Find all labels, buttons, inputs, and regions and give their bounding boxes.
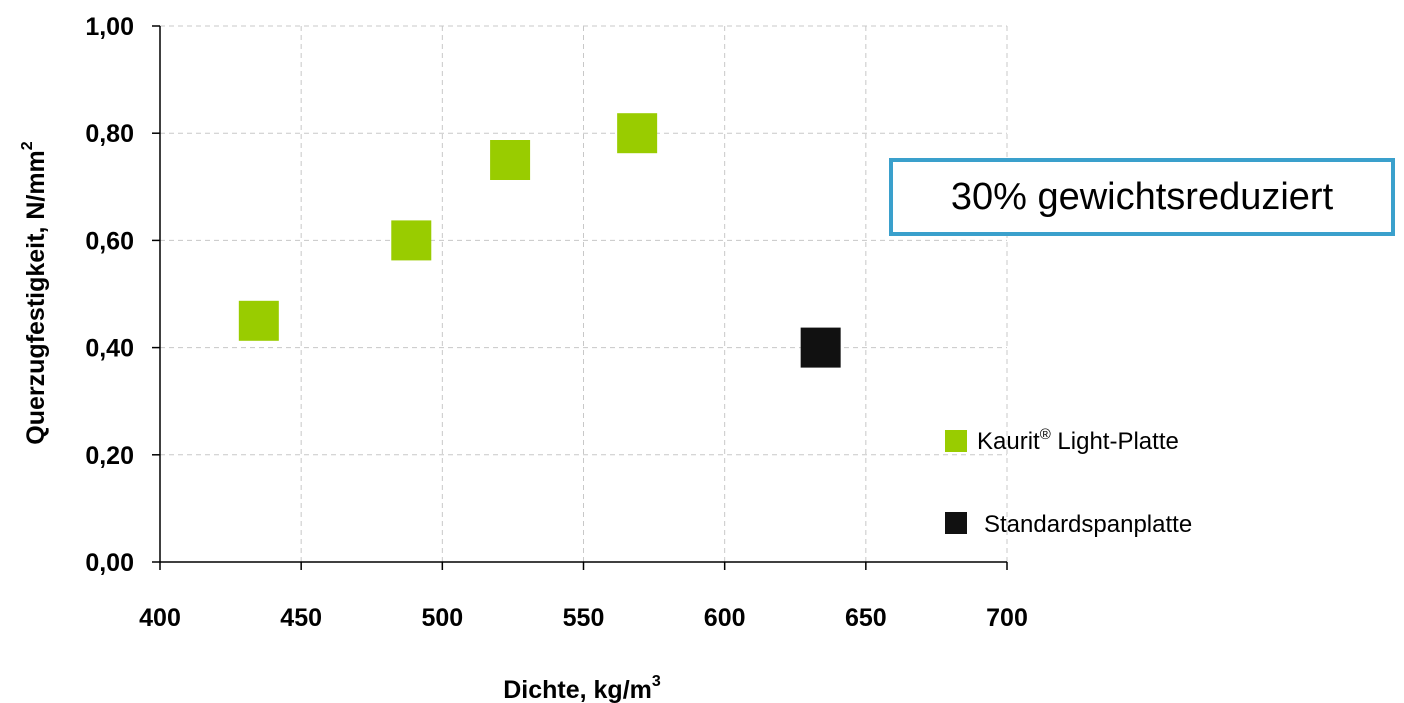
- x-tick-label: 600: [704, 604, 746, 632]
- x-tick-label: 650: [845, 604, 887, 632]
- data-point-kaurit: [238, 300, 279, 341]
- legend-kaurit-name: Kaurit: [977, 428, 1040, 455]
- x-axis-title-text: Dichte, kg/m: [503, 676, 652, 703]
- y-tick-label: 0,00: [85, 549, 134, 577]
- x-axis-title: Dichte, kg/m3: [503, 673, 661, 703]
- data-points: [238, 113, 841, 368]
- axes: [152, 25, 1008, 570]
- y-axis-title-superscript: 2: [19, 141, 36, 150]
- data-point-kaurit: [391, 220, 432, 261]
- x-tick-label: 400: [139, 604, 181, 632]
- y-tick-label: 0,60: [85, 227, 134, 255]
- grid-lines: [160, 25, 1008, 562]
- x-axis-title-superscript: 3: [652, 673, 661, 690]
- data-point-kaurit: [490, 140, 531, 180]
- x-tick-label: 450: [280, 604, 322, 632]
- x-tick-label: 500: [421, 604, 463, 632]
- tick-labels: 0,00 0,20 0,40 0,60 0,80 1,00 400 450 500 550 600 6…: [85, 13, 1028, 632]
- legend-kaurit-suffix: Light-Platte: [1051, 428, 1179, 455]
- data-point-kaurit: [617, 113, 658, 154]
- legend: Kaurit® Light-Platte Standardspanplatte: [945, 426, 1192, 538]
- legend-marker-kaurit: [945, 430, 967, 452]
- annotation-box: 30% gewichtsreduziert: [889, 158, 1395, 236]
- y-tick-label: 1,00: [85, 13, 134, 41]
- x-tick-label: 700: [986, 604, 1028, 632]
- y-axis-title-text: Querzugfestigkeit, N/mm: [22, 150, 50, 445]
- y-tick-label: 0,80: [85, 120, 134, 148]
- data-point-standard: [800, 327, 841, 368]
- legend-label-standard: Standardspanplatte: [984, 511, 1192, 538]
- x-tick-label: 550: [563, 604, 605, 632]
- annotation-text: 30% gewichtsreduziert: [950, 175, 1334, 218]
- legend-marker-standard: [945, 512, 967, 534]
- y-axis-title: Querzugfestigkeit, N/mm2: [19, 141, 50, 445]
- y-tick-label: 0,20: [85, 442, 134, 470]
- y-tick-label: 0,40: [85, 335, 134, 363]
- legend-kaurit-registered-mark: ®: [1040, 426, 1051, 443]
- legend-label-kaurit: Kaurit® Light-Platte: [977, 426, 1179, 455]
